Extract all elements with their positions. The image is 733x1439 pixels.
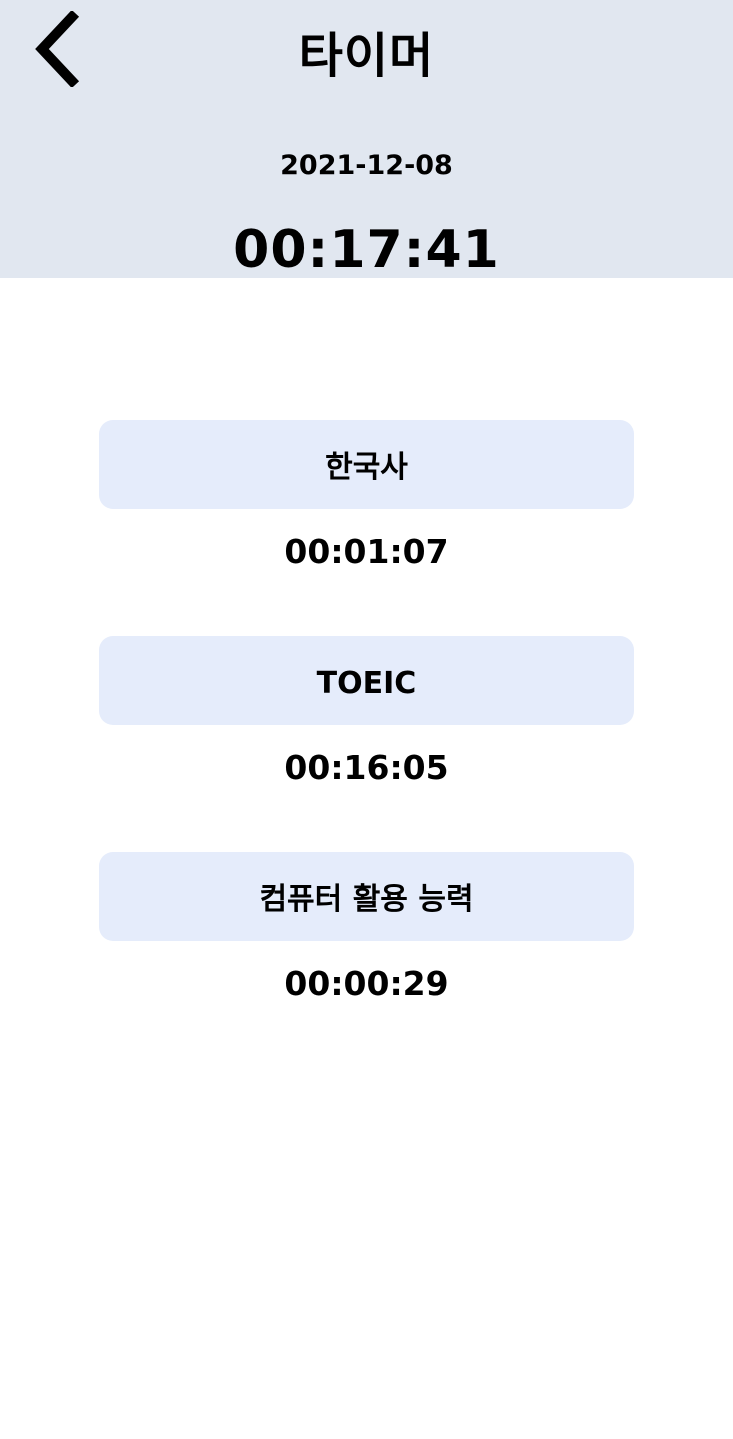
subject-button-computer-skills[interactable]: 컴퓨터 활용 능력 <box>99 852 634 941</box>
chevron-left-icon <box>35 11 80 87</box>
page-title: 타이머 <box>298 28 435 84</box>
subject-name: 한국사 <box>325 449 408 485</box>
subject-name: 컴퓨터 활용 능력 <box>259 881 474 917</box>
back-button[interactable] <box>22 6 92 92</box>
subject-button-toeic[interactable]: TOEIC <box>99 636 634 725</box>
subject-list: 한국사 00:01:07 TOEIC 00:16:05 컴퓨터 활용 능력 00… <box>99 420 634 1068</box>
header: 타이머 2021-12-08 00:17:41 <box>0 0 733 280</box>
subject-time: 00:00:29 <box>284 964 449 1003</box>
date-label: 2021-12-08 <box>280 150 453 181</box>
subject-item: TOEIC 00:16:05 <box>99 636 634 852</box>
subject-item: 컴퓨터 활용 능력 00:00:29 <box>99 852 634 1068</box>
subject-button-korean-history[interactable]: 한국사 <box>99 420 634 509</box>
subject-time: 00:16:05 <box>284 748 449 787</box>
subject-time: 00:01:07 <box>284 532 449 571</box>
subject-name: TOEIC <box>316 665 417 701</box>
subject-item: 한국사 00:01:07 <box>99 420 634 636</box>
total-time: 00:17:41 <box>233 220 500 280</box>
